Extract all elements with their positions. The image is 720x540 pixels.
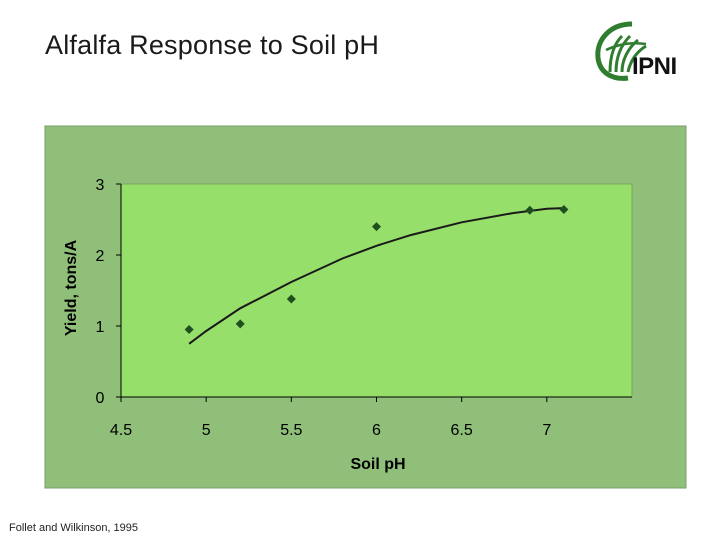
x-tick-label: 6.5	[451, 422, 473, 439]
y-tick-label: 2	[96, 248, 105, 265]
logo-text: IPNI	[632, 53, 677, 80]
x-tick-label: 7	[542, 422, 551, 439]
x-tick-label: 5.5	[280, 422, 302, 439]
trend-line	[188, 207, 564, 345]
data-point-marker	[372, 222, 381, 232]
source-citation: Follet and Wilkinson, 1995	[9, 522, 139, 534]
ipni-leaf-logo-icon	[595, 21, 647, 81]
y-axis-ticks: 0 1 2 3	[96, 177, 121, 407]
y-tick-label: 1	[96, 319, 105, 336]
x-tick-label: 4.5	[110, 422, 132, 439]
x-tick-label: 6	[372, 422, 381, 439]
data-point-marker	[184, 325, 194, 335]
y-tick-label: 3	[96, 177, 105, 194]
data-point-marker	[559, 205, 569, 215]
data-point-marker	[286, 294, 296, 304]
y-tick-label: 0	[96, 390, 105, 407]
data-points	[184, 205, 569, 335]
y-axis-label: Yield, tons/A	[63, 239, 80, 336]
x-tick-label: 5	[202, 422, 211, 439]
slide-title: Alfalfa Response to Soil pH	[45, 30, 380, 60]
data-point-marker	[525, 205, 535, 215]
x-axis-label: Soil pH	[350, 456, 405, 473]
plot-area	[120, 183, 633, 398]
x-axis-ticks: 4.5 5 5.5 6 6.5 7	[110, 397, 551, 439]
data-point-marker	[235, 319, 245, 329]
